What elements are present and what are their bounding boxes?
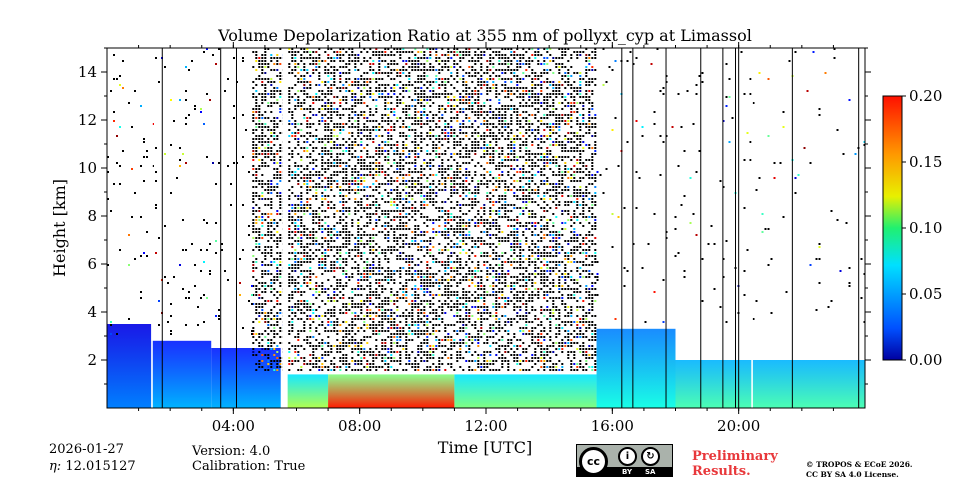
share-alike-icon: ↻	[641, 447, 660, 466]
y-axis-label: Height [km]	[50, 179, 69, 277]
cc-icon: cc	[579, 447, 608, 476]
footer-calibration: Calibration: True	[192, 459, 306, 474]
y-tick-label: 14	[78, 63, 97, 81]
colorbar-tick-label: 0.20	[909, 87, 942, 105]
cc-license-logo: cc i ↻ BY SA	[576, 444, 673, 477]
cc-by-label: BY	[622, 468, 633, 476]
field-region	[287, 374, 329, 408]
by-attribution-icon: i	[618, 447, 637, 466]
x-tick-label: 20:00	[717, 417, 760, 435]
y-tick-label: 8	[87, 207, 97, 225]
field-region	[151, 340, 212, 408]
field-region	[107, 324, 152, 408]
preliminary-line1: Preliminary	[692, 449, 778, 464]
data-gap	[151, 48, 153, 408]
noise-region	[252, 48, 597, 371]
y-tick-label: 6	[87, 255, 97, 273]
noise-region	[107, 48, 253, 335]
field-region	[454, 374, 597, 408]
data-gap	[751, 48, 753, 408]
y-tick-label: 4	[87, 303, 97, 321]
colorbar-tick-label: 0.00	[909, 351, 942, 369]
eta-value: 12.015127	[65, 459, 136, 474]
cc-sa-label: SA	[645, 468, 656, 476]
x-axis: 04:00 08:00 12:00 16:00 20:00	[138, 42, 834, 435]
data-gap	[282, 48, 288, 408]
colorbar	[882, 95, 903, 361]
copyright-line2: CC BY SA 4.0 License.	[806, 470, 899, 479]
preliminary-results: Preliminary Results.	[692, 449, 778, 479]
x-tick-label: 16:00	[591, 417, 634, 435]
copyright-notice: © TROPOS & ECoE 2026. CC BY SA 4.0 Licen…	[806, 460, 913, 480]
footer-version: Version: 4.0	[192, 444, 271, 459]
cc-strip	[577, 467, 672, 476]
noise-region	[596, 48, 865, 323]
y-axis: 2 4 6 8 10 12 14	[78, 47, 871, 385]
preliminary-line2: Results.	[692, 464, 751, 479]
colorbar-tick-label: 0.10	[909, 219, 942, 237]
y-tick-label: 12	[78, 111, 97, 129]
field-region	[675, 360, 865, 408]
x-tick-label: 04:00	[212, 417, 255, 435]
y-tick-label: 2	[87, 351, 97, 369]
colorbar-tick-label: 0.15	[909, 153, 942, 171]
colorbar-ticks: 0.00 0.05 0.10 0.15 0.20	[902, 87, 942, 369]
chart-title: Volume Depolarization Ratio at 355 nm of…	[217, 26, 752, 45]
field-region	[328, 374, 455, 408]
footer-eta: η: 12.015127	[49, 458, 136, 475]
footer-date: 2026-01-27	[49, 442, 124, 457]
eta-symbol: η:	[49, 459, 66, 474]
field-region	[596, 328, 676, 408]
y-tick-label: 10	[78, 159, 97, 177]
x-tick-label: 08:00	[338, 417, 381, 435]
field-region	[211, 348, 281, 408]
plot-area	[107, 48, 865, 408]
colorbar-tick-label: 0.05	[909, 285, 942, 303]
x-tick-label: 12:00	[464, 417, 507, 435]
copyright-line1: © TROPOS & ECoE 2026.	[806, 460, 913, 469]
x-axis-label: Time [UTC]	[438, 438, 532, 457]
